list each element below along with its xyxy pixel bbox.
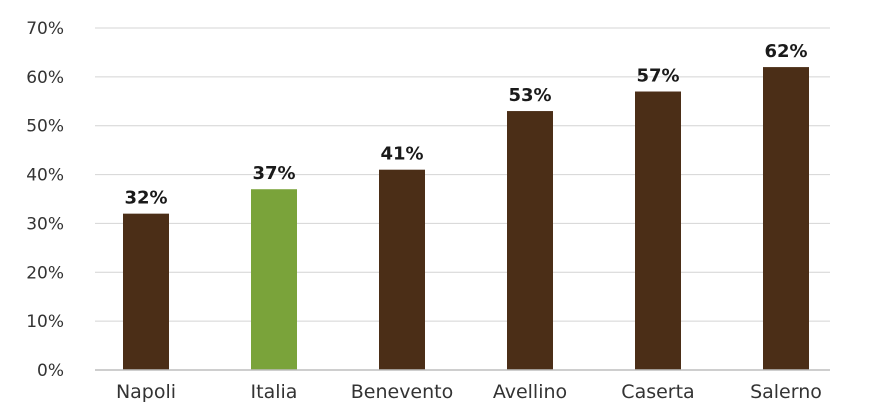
bars	[123, 67, 809, 371]
gridlines	[95, 27, 830, 322]
data-label-italia: 37%	[252, 163, 295, 184]
y-tick-label: 30%	[26, 214, 64, 234]
category-label-benevento: Benevento	[351, 381, 454, 403]
data-labels: 32% 37% 41% 53% 57% 62%	[124, 41, 807, 209]
bar-caserta	[635, 91, 681, 370]
data-label-salerno: 62%	[764, 41, 807, 62]
y-tick-label: 10%	[26, 312, 64, 332]
data-label-avellino: 53%	[508, 85, 551, 106]
y-tick-label: 40%	[26, 166, 64, 186]
y-tick-label: 20%	[26, 263, 64, 283]
category-label-napoli: Napoli	[116, 381, 176, 403]
y-tick-label: 50%	[26, 117, 64, 137]
category-label-caserta: Caserta	[621, 381, 694, 403]
bar-benevento	[379, 169, 425, 370]
category-label-salerno: Salerno	[750, 381, 822, 403]
data-label-napoli: 32%	[124, 188, 167, 209]
data-label-benevento: 41%	[380, 144, 423, 165]
y-tick-label: 60%	[26, 68, 64, 88]
category-label-italia: Italia	[251, 381, 298, 403]
bar-salerno	[763, 67, 809, 370]
y-tick-label: 70%	[26, 19, 64, 39]
data-label-caserta: 57%	[636, 66, 679, 87]
bar-avellino	[507, 111, 553, 371]
bar-napoli	[123, 213, 169, 370]
category-label-avellino: Avellino	[493, 381, 567, 403]
y-axis-tick-labels: 0% 10% 20% 30% 40% 50% 60% 70%	[26, 19, 64, 381]
y-tick-label: 0%	[37, 361, 64, 381]
x-axis-category-labels: Napoli Italia Benevento Avellino Caserta Sale…	[116, 381, 822, 403]
bar-italia	[251, 189, 297, 370]
